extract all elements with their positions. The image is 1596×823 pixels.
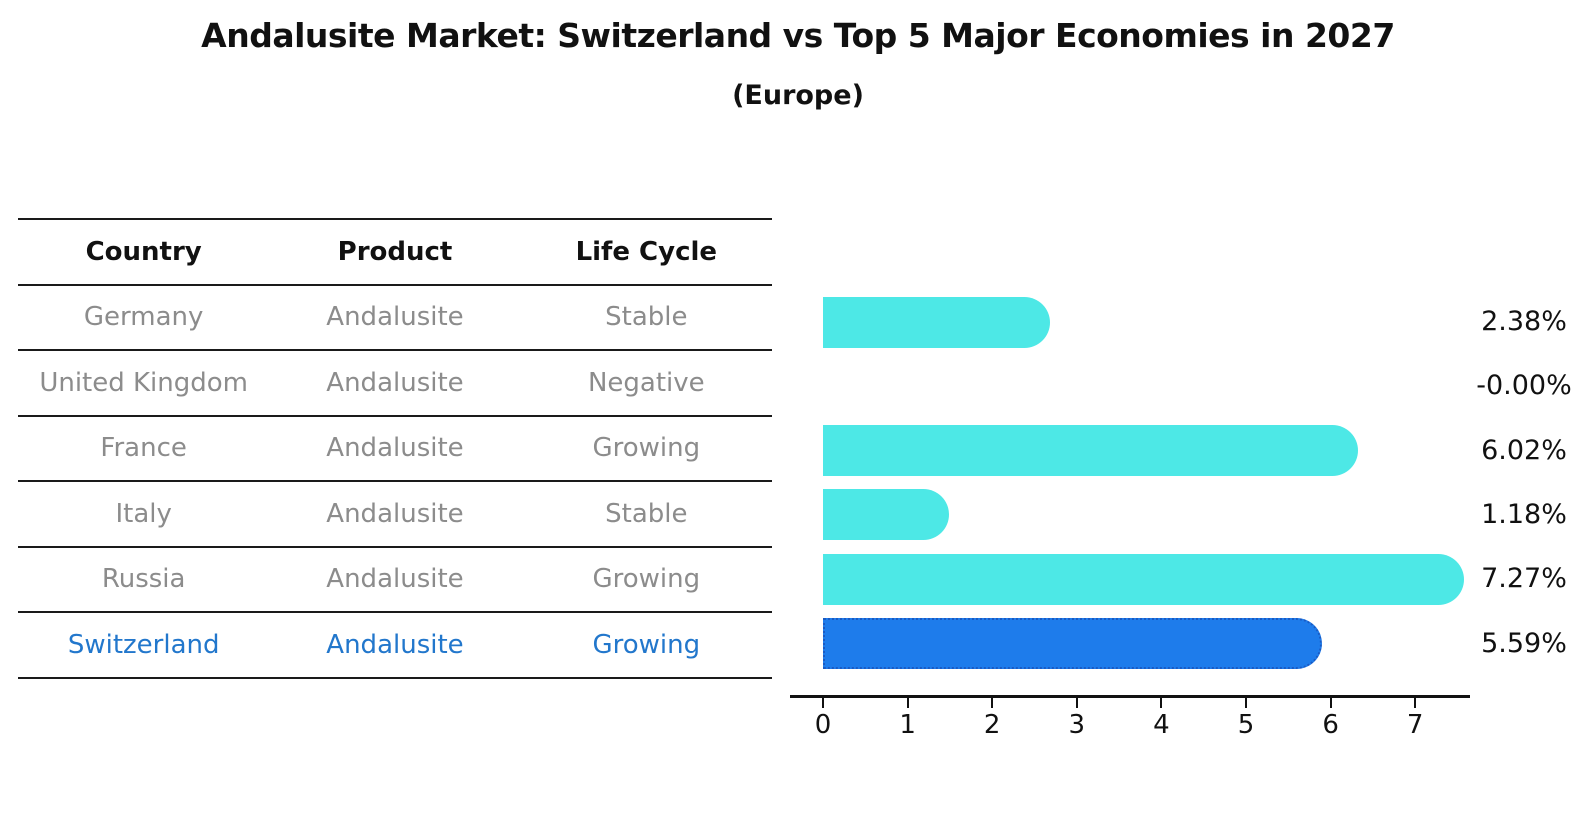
x-axis-tick-label: 3 — [1068, 710, 1086, 740]
product-cell: Andalusite — [326, 302, 464, 333]
lifecycle-cell: Negative — [587, 367, 705, 398]
bar-value-label: 5.59% — [1481, 627, 1567, 659]
highlighted-bar-switzerland — [823, 618, 1322, 669]
column-header-lifecycle: Life Cycle — [575, 236, 718, 267]
lifecycle-cell: Stable — [605, 302, 688, 333]
bar-france — [823, 425, 1359, 477]
x-axis-tick — [906, 697, 909, 708]
country-cell: Italy — [115, 498, 172, 529]
product-cell: Andalusite — [326, 498, 464, 529]
country-cell: France — [100, 433, 187, 464]
bar-value-label: 6.02% — [1481, 434, 1567, 466]
product-cell: Andalusite — [326, 629, 464, 660]
table-row: Russia Andalusite Growing — [18, 548, 772, 613]
chart-subtitle: (Europe) — [732, 80, 864, 111]
x-axis-tick-label: 6 — [1322, 710, 1339, 740]
bar-value-label: 1.18% — [1481, 498, 1567, 530]
product-cell: Andalusite — [326, 433, 464, 464]
lifecycle-cell: Growing — [592, 629, 701, 660]
table-row: France Andalusite Growing — [18, 417, 772, 482]
x-axis-tick — [1245, 697, 1247, 708]
lifecycle-cell: Stable — [605, 498, 688, 529]
lifecycle-cell: Growing — [592, 564, 701, 595]
country-cell: Switzerland — [67, 629, 220, 660]
bar-russia — [823, 553, 1465, 605]
x-axis-tick — [1160, 697, 1163, 708]
product-cell: Andalusite — [326, 367, 464, 398]
x-axis-tick — [991, 697, 994, 708]
table-row: United Kingdom Andalusite Negative — [18, 351, 772, 417]
bar-value-label: 7.27% — [1481, 563, 1567, 595]
x-axis-line — [790, 695, 1470, 698]
x-axis-tick — [1075, 697, 1078, 708]
column-header-product: Product — [337, 236, 453, 267]
table-header-row: Country Product Life Cycle — [18, 220, 772, 286]
x-axis-tick — [822, 697, 824, 708]
bar-value-label: -0.00% — [1476, 370, 1572, 402]
table-row: Italy Andalusite Stable — [18, 482, 772, 548]
x-axis-tick-label: 0 — [814, 710, 832, 740]
table-row: Germany Andalusite Stable — [18, 286, 772, 351]
product-cell: Andalusite — [326, 564, 464, 595]
x-axis-tick-label: 5 — [1237, 710, 1255, 740]
x-axis-tick-label: 4 — [1153, 710, 1170, 740]
country-info-table: Country Product Life Cycle Germany Andal… — [18, 218, 772, 679]
lifecycle-cell: Growing — [592, 433, 701, 464]
country-cell: Russia — [101, 564, 186, 595]
bar-value-label: 2.38% — [1481, 306, 1567, 337]
chart-title: Andalusite Market: Switzerland vs Top 5 … — [201, 16, 1395, 55]
x-axis-tick-label: 2 — [983, 710, 1001, 740]
x-axis-tick-label: 1 — [899, 710, 916, 740]
column-header-country: Country — [85, 236, 202, 267]
bar-germany — [823, 296, 1051, 348]
x-axis-tick — [1414, 697, 1417, 708]
bar-italy — [823, 489, 949, 541]
x-axis-tick — [1329, 697, 1332, 708]
x-axis-tick-label: 7 — [1406, 710, 1424, 740]
country-cell: Germany — [83, 302, 204, 333]
table-row: Switzerland Andalusite Growing — [18, 613, 772, 679]
country-cell: United Kingdom — [39, 367, 248, 398]
